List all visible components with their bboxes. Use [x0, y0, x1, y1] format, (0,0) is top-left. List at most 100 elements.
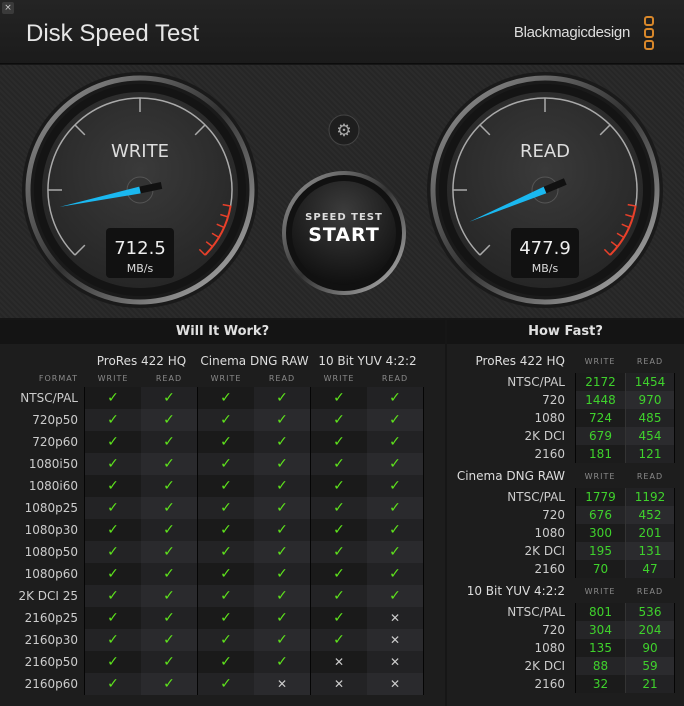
- check-icon: ✓: [254, 409, 310, 431]
- check-icon: ✓: [198, 475, 254, 497]
- table-row: NTSC/PAL 1779 1192: [447, 488, 684, 506]
- check-icon: ✓: [311, 629, 367, 651]
- cross-icon: ✕: [367, 673, 423, 695]
- check-icon: ✓: [85, 585, 141, 607]
- write-column-header: WRITE: [323, 374, 355, 383]
- read-speed-unit: MB/s: [532, 262, 559, 275]
- check-icon: ✓: [198, 387, 254, 409]
- redline-tick: [621, 223, 630, 229]
- gauge-tick: [599, 124, 611, 136]
- write-speed-value: 712.5: [114, 238, 166, 259]
- check-icon: ✓: [367, 453, 423, 475]
- format-label: 1080p30: [24, 523, 78, 537]
- check-icon: ✓: [141, 519, 197, 541]
- check-icon: ✓: [311, 475, 367, 497]
- table-row: NTSC/PAL ✓ ✓ ✓ ✓ ✓ ✓: [0, 387, 445, 409]
- check-icon: ✓: [311, 541, 367, 563]
- check-icon: ✓: [367, 387, 423, 409]
- resolution-label: 2K DCI: [524, 544, 565, 558]
- read-fps-value: 1192: [625, 488, 675, 506]
- format-label: 1080p60: [24, 567, 78, 581]
- check-icon: ✓: [311, 497, 367, 519]
- resolution-label: 2K DCI: [524, 429, 565, 443]
- check-icon: ✓: [311, 387, 367, 409]
- write-column-header: WRITE: [97, 374, 129, 383]
- table-row: 2K DCI 25 ✓ ✓ ✓ ✓ ✓ ✓: [0, 585, 445, 607]
- needle-tail: [139, 182, 163, 194]
- read-column-header: READ: [381, 374, 409, 383]
- gauge-tick: [479, 244, 491, 256]
- check-icon: ✓: [198, 431, 254, 453]
- check-icon: ✓: [198, 453, 254, 475]
- check-icon: ✓: [85, 607, 141, 629]
- resolution-label: 2K DCI: [524, 659, 565, 673]
- read-fps-value: 47: [625, 560, 675, 578]
- resolution-label: 2160: [534, 677, 565, 691]
- check-icon: ✓: [254, 497, 310, 519]
- read-gauge: READ 477.9 MB/s: [427, 72, 663, 308]
- start-button[interactable]: SPEED TEST START: [282, 171, 406, 295]
- check-icon: ✓: [254, 541, 310, 563]
- write-fps-value: 195: [575, 542, 625, 560]
- format-label: 1080i50: [28, 457, 78, 471]
- table-row: 1080p25 ✓ ✓ ✓ ✓ ✓ ✓: [0, 497, 445, 519]
- write-fps-value: 181: [575, 445, 625, 463]
- codec-group-label: 10 Bit YUV 4:2:2: [466, 584, 565, 598]
- write-fps-value: 135: [575, 639, 625, 657]
- redline-tick: [220, 213, 229, 218]
- redline-tick: [211, 232, 220, 239]
- check-icon: ✓: [141, 563, 197, 585]
- table-row: 720p60 ✓ ✓ ✓ ✓ ✓ ✓: [0, 431, 445, 453]
- check-icon: ✓: [254, 629, 310, 651]
- table-row: 1080i60 ✓ ✓ ✓ ✓ ✓ ✓: [0, 475, 445, 497]
- check-icon: ✓: [198, 585, 254, 607]
- format-label: NTSC/PAL: [20, 391, 78, 405]
- redline-tick: [216, 223, 225, 229]
- check-icon: ✓: [367, 475, 423, 497]
- table-row: 720 676 452: [447, 506, 684, 524]
- table-row: 720p50 ✓ ✓ ✓ ✓ ✓ ✓: [0, 409, 445, 431]
- check-icon: ✓: [198, 519, 254, 541]
- write-fps-value: 679: [575, 427, 625, 445]
- needle-tail: [543, 178, 567, 194]
- check-icon: ✓: [254, 453, 310, 475]
- check-icon: ✓: [85, 629, 141, 651]
- format-label: 2160p50: [24, 655, 78, 669]
- read-fps-value: 121: [625, 445, 675, 463]
- format-label: 2160p25: [24, 611, 78, 625]
- read-fps-value: 90: [625, 639, 675, 657]
- table-row: 2160 70 47: [447, 560, 684, 578]
- read-fps-value: 21: [625, 675, 675, 693]
- check-icon: ✓: [367, 431, 423, 453]
- check-icon: ✓: [85, 387, 141, 409]
- gauge-area: WRITE 712.5 MB/s READ 477.9 MB/s ⚙ SPEED TES…: [0, 65, 684, 318]
- check-icon: ✓: [254, 431, 310, 453]
- check-icon: ✓: [141, 475, 197, 497]
- redline-tick: [603, 248, 611, 256]
- redline-tick: [198, 248, 206, 256]
- write-column-header: WRITE: [584, 472, 616, 481]
- cross-icon: ✕: [367, 607, 423, 629]
- redline-tick: [627, 203, 636, 207]
- cross-icon: ✕: [367, 629, 423, 651]
- check-icon: ✓: [85, 453, 141, 475]
- column-divider: [197, 387, 198, 695]
- resolution-label: NTSC/PAL: [507, 605, 565, 619]
- table-row: 1080p50 ✓ ✓ ✓ ✓ ✓ ✓: [0, 541, 445, 563]
- check-icon: ✓: [141, 387, 197, 409]
- read-gauge-label: READ: [520, 141, 570, 162]
- write-speed-unit: MB/s: [127, 262, 154, 275]
- check-icon: ✓: [254, 475, 310, 497]
- cross-icon: ✕: [254, 673, 310, 695]
- check-icon: ✓: [254, 519, 310, 541]
- settings-button[interactable]: ⚙: [328, 114, 360, 146]
- table-row: NTSC/PAL 801 536: [447, 603, 684, 621]
- close-button[interactable]: ×: [2, 2, 14, 14]
- redline-tick: [222, 203, 231, 207]
- cross-icon: ✕: [311, 673, 367, 695]
- format-label: 720p60: [32, 435, 78, 449]
- write-gauge: WRITE 712.5 MB/s: [22, 72, 258, 308]
- redline-tick: [616, 232, 625, 239]
- format-label: 2160p30: [24, 633, 78, 647]
- check-icon: ✓: [198, 409, 254, 431]
